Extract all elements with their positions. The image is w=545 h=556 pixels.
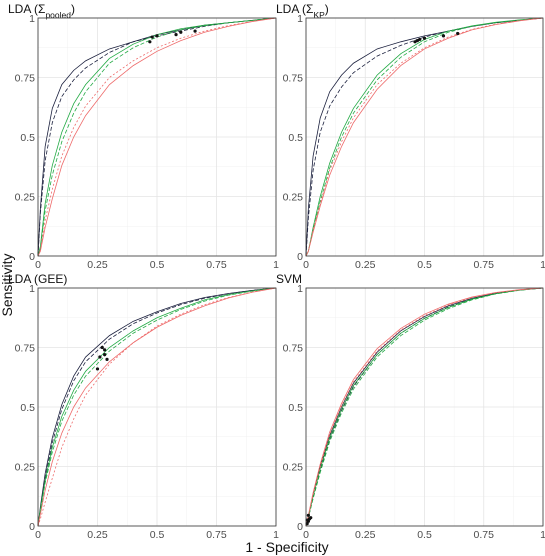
- threshold-point: [100, 345, 104, 350]
- threshold-point: [98, 355, 102, 359]
- x-tick-label: 1: [273, 259, 279, 271]
- panels-container: LDA (Σpooled)000.250.250.50.50.750.7511L…: [8, 2, 545, 541]
- threshold-point: [422, 36, 427, 40]
- y-tick-label: 0.75: [283, 343, 304, 355]
- threshold-point: [418, 37, 422, 42]
- threshold-point: [103, 353, 107, 357]
- y-axis-title: Sensitivity: [0, 253, 15, 316]
- panel-border: [305, 287, 544, 527]
- panel-title: SVM: [276, 272, 302, 286]
- panel-4: SVM 00 0.25 0.25 0.5 0.5 0.75 0.75 1 1: [276, 272, 545, 541]
- x-tick-label: 0: [303, 259, 309, 271]
- panel-title-end: ): [325, 2, 329, 16]
- panel-title-sub: pooled: [45, 10, 71, 20]
- x-tick-label: 0.75: [474, 259, 495, 271]
- x-tick-label: 0.25: [87, 259, 108, 271]
- roc-curve-red: [305, 287, 544, 527]
- panel-title: LDA (GEE): [8, 272, 67, 286]
- panel-title-main: LDA (Σ: [276, 2, 313, 16]
- threshold-point: [193, 29, 197, 33]
- panel-border: [37, 287, 277, 527]
- x-tick-label: 0: [303, 529, 309, 541]
- y-tick-label: 0.75: [15, 73, 36, 85]
- y-tick-label: 0: [297, 251, 303, 263]
- x-tick-label: 1: [540, 259, 545, 271]
- threshold-point: [103, 348, 107, 352]
- panel-2: LDA (ΣKP) 00 0.25 0.25 0.5 0.5 0.75 0.75 1 1: [276, 2, 545, 271]
- y-tick-label: 0: [29, 521, 35, 533]
- panel-title-sub: KP: [313, 10, 325, 20]
- x-tick-label: 0.5: [417, 259, 432, 271]
- roc-curve-red: [37, 17, 277, 257]
- threshold-point: [155, 34, 159, 38]
- roc-curve-red: [305, 17, 544, 257]
- panel-title: LDA (ΣKP): [276, 2, 329, 20]
- threshold-point: [95, 367, 100, 371]
- threshold-point: [179, 30, 183, 34]
- x-tick-label: 0: [35, 259, 41, 271]
- y-tick-label: 0.5: [20, 402, 35, 414]
- roc-curve-green: [37, 287, 277, 527]
- y-tick-label: 1: [29, 13, 35, 25]
- y-tick-label: 0.5: [288, 402, 303, 414]
- roc-curve-green: [37, 17, 277, 257]
- x-tick-label: 0.5: [150, 529, 165, 541]
- x-tick-label: 0.25: [87, 529, 108, 541]
- roc-curve-green: [37, 287, 277, 527]
- y-tick-label: 0.25: [15, 462, 36, 474]
- threshold-point: [105, 357, 109, 361]
- x-tick-label: 1: [540, 529, 545, 541]
- threshold-point: [413, 40, 417, 44]
- y-tick-label: 0: [297, 521, 303, 533]
- panel-title-end: ): [71, 2, 75, 16]
- y-tick-label: 0.75: [283, 73, 304, 85]
- threshold-point: [309, 516, 313, 520]
- y-tick-label: 0: [29, 251, 35, 263]
- x-tick-label: 0.25: [355, 259, 376, 271]
- y-tick-label: 0.25: [283, 462, 304, 474]
- y-tick-label: 0.75: [15, 343, 36, 355]
- threshold-point: [441, 34, 446, 38]
- y-tick-label: 1: [297, 283, 303, 295]
- x-tick-label: 0: [35, 529, 41, 541]
- panel-border: [37, 17, 277, 257]
- threshold-point: [415, 39, 419, 43]
- x-tick-label: 0.5: [417, 529, 432, 541]
- x-tick-label: 0.5: [150, 259, 165, 271]
- x-tick-label: 0.75: [206, 529, 227, 541]
- y-tick-label: 0.25: [15, 192, 36, 204]
- y-tick-label: 0.25: [283, 192, 304, 204]
- roc-curve-red: [37, 287, 277, 527]
- panel-title-main: LDA (GEE): [8, 272, 67, 286]
- panel-1: LDA (Σpooled) 00 0.25 0.25 0.5 0.5 0.75 0.75 1 1: [8, 2, 279, 271]
- panel-3: LDA (GEE) 00 0.25 0.25 0.5 0.5 0.75 0.75 1 1: [8, 272, 279, 541]
- x-tick-label: 1: [273, 529, 279, 541]
- panel-title-main: LDA (Σ: [8, 2, 45, 16]
- y-tick-label: 0.5: [288, 132, 303, 144]
- y-tick-label: 1: [297, 13, 303, 25]
- threshold-point: [148, 40, 152, 44]
- threshold-point: [456, 31, 460, 36]
- threshold-point: [150, 35, 154, 39]
- y-tick-label: 0.5: [20, 132, 35, 144]
- x-tick-label: 0.75: [474, 529, 495, 541]
- x-tick-label: 0.25: [355, 529, 376, 541]
- panel-border: [305, 17, 544, 257]
- threshold-point: [306, 513, 310, 517]
- x-tick-label: 0.75: [206, 259, 227, 271]
- panel-title: LDA (Σpooled): [8, 2, 75, 20]
- roc-curve-green: [305, 17, 544, 257]
- x-axis-title: 1 - Specificity: [245, 539, 328, 555]
- roc-curve-red: [305, 17, 544, 257]
- roc-curve-green: [305, 287, 544, 527]
- panel-title-main: SVM: [276, 272, 302, 286]
- roc-curve-navy: [37, 287, 277, 527]
- roc-curve-red: [37, 287, 277, 527]
- threshold-point: [174, 33, 178, 37]
- y-tick-label: 1: [29, 283, 35, 295]
